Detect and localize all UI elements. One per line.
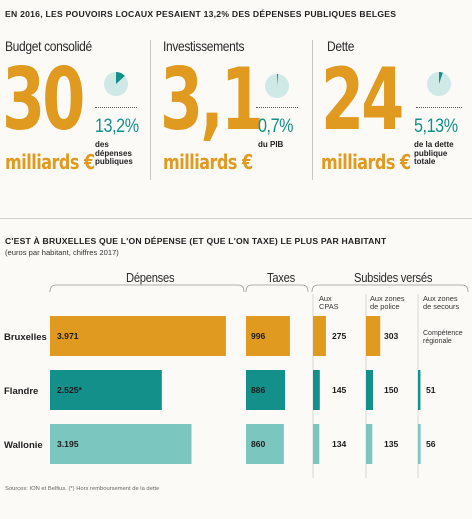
- section-divider: [0, 218, 472, 219]
- pie-icon-budget: [104, 72, 128, 96]
- kpi-separator-1: [150, 40, 151, 180]
- bar-aux-zones-de-police-bruxelles: [366, 316, 381, 356]
- kpi-value-invest: 3,1: [160, 50, 264, 150]
- kpi-unit-budget: milliards €: [5, 150, 95, 174]
- bar-d-penses-flandre: [50, 370, 162, 410]
- bar-value-label: 56: [426, 439, 436, 449]
- bar-aux-zones-de-police-wallonie: [366, 424, 373, 464]
- chart-subtitle: (euros par habitant, chiffres 2017): [5, 248, 119, 257]
- pie-slice: [439, 72, 443, 84]
- bar-value-label: 275: [332, 331, 347, 341]
- row-label-flandre: Flandre: [4, 386, 39, 397]
- kpi-title-invest: Investissements: [163, 38, 245, 54]
- pie-slice: [116, 72, 125, 84]
- bar-value-label: 3.195: [57, 439, 79, 449]
- subcol-label-cpas: Aux CPAS: [319, 294, 339, 311]
- kpi-unit-invest: milliards €: [163, 150, 253, 174]
- subcol-label-police: Aux zones de police: [370, 294, 405, 311]
- kpi-pct-dette: 5,13%: [414, 116, 458, 137]
- divider-dette: [416, 107, 462, 108]
- kpi-note-dette: de la dette publique totale: [414, 140, 454, 166]
- bar-value-label: 886: [251, 385, 266, 395]
- kpi-title-budget: Budget consolidé: [5, 38, 92, 54]
- bar-aux-cpas-wallonie: [313, 424, 320, 464]
- bar-d-penses-bruxelles: [50, 316, 226, 356]
- group-header-depenses: Dépenses: [126, 270, 175, 285]
- bar-aux-zones-de-secours-flandre: [418, 370, 421, 410]
- bar-value-label: 860: [251, 439, 266, 449]
- kpi-title-dette: Dette: [327, 38, 355, 54]
- kpi-pct-budget: 13,2%: [95, 116, 139, 137]
- bar-value-label: 150: [384, 385, 399, 395]
- chart-title: C'EST À BRUXELLES QUE L'ON DÉPENSE (ET Q…: [5, 236, 387, 246]
- pie-slice: [277, 73, 279, 86]
- bar-value-label: 996: [251, 331, 266, 341]
- bracket-depenses: [49, 284, 245, 293]
- source-note: Sources: ION et Belfius. (*) Hors rembou…: [5, 486, 160, 492]
- group-header-subsides: Subsides versés: [354, 270, 433, 285]
- bar-aux-cpas-flandre: [313, 370, 320, 410]
- bar-aux-zones-de-secours-wallonie: [418, 424, 421, 464]
- pie-icon-invest: [265, 73, 289, 98]
- kpi-value-dette: 24: [321, 50, 404, 150]
- kpi-value-budget: 30: [2, 50, 85, 150]
- bar-value-label: 51: [426, 385, 436, 395]
- bar-value-label: 135: [384, 439, 399, 449]
- kpi-separator-2: [312, 40, 313, 180]
- subcol-label-secours: Aux zones de secours: [423, 294, 460, 311]
- kpi-note-invest: du PIB: [258, 140, 284, 149]
- row-label-wallonie: Wallonie: [4, 440, 43, 451]
- divider-invest: [256, 107, 298, 108]
- bar-value-label: 145: [332, 385, 347, 395]
- bar-aux-cpas-bruxelles: [313, 316, 326, 356]
- bar-taxes-flandre: [246, 370, 286, 410]
- bar-taxes-wallonie: [246, 424, 284, 464]
- kpi-pct-invest: 0,7%: [258, 116, 294, 137]
- bracket-taxes: [245, 284, 309, 293]
- divider-budget: [95, 107, 137, 108]
- pie-icon-dette: [427, 72, 451, 96]
- bar-value-label: 3.971: [57, 331, 79, 341]
- kpi-unit-dette: milliards €: [321, 150, 411, 174]
- bar-taxes-bruxelles: [246, 316, 290, 356]
- bar-value-label: 2.525*: [57, 385, 83, 395]
- bar-value-label: 134: [332, 439, 347, 449]
- competence-note: Compétence régionale: [423, 330, 463, 345]
- bar-value-label: 303: [384, 331, 399, 341]
- headline: EN 2016, LES POUVOIRS LOCAUX PESAIENT 13…: [5, 9, 397, 19]
- row-label-bruxelles: Bruxelles: [4, 332, 47, 343]
- bar-d-penses-wallonie: [50, 424, 192, 464]
- kpi-note-budget: des dépenses publiques: [95, 140, 133, 166]
- bar-aux-zones-de-police-flandre: [366, 370, 373, 410]
- group-header-taxes: Taxes: [267, 270, 295, 285]
- bracket-subsides: [311, 284, 469, 293]
